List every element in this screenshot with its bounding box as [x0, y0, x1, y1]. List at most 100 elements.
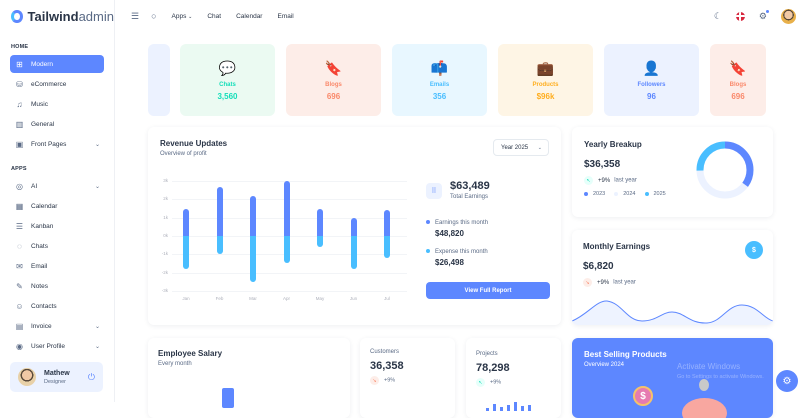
sidebar-item-front-pages[interactable]: ▣ Front Pages ⌄	[10, 135, 104, 153]
front-pages-icon: ▣	[15, 139, 24, 149]
revenue-updates-card: Revenue Updates Overview of profit 3k 2k 1…	[148, 127, 561, 325]
salary-title: Employee Salary	[158, 349, 223, 358]
bar-expense[interactable]	[183, 236, 189, 269]
gridline	[172, 290, 407, 292]
arrow-up-icon: ↖	[476, 378, 485, 387]
stat-label: Blogs	[729, 82, 747, 88]
flag-icon[interactable]	[735, 11, 745, 21]
legend-item: 2025	[644, 191, 666, 197]
total-earnings-value: $63,489	[450, 180, 490, 192]
sidebar-item-music[interactable]: ♫ Music	[10, 95, 104, 113]
sidebar-item-chats[interactable]: ◌ Chats	[10, 237, 104, 255]
stat-card-followers[interactable]: 👤 Followers 96	[604, 44, 699, 116]
legend-dot	[584, 191, 588, 196]
sidebar-item-ecommerce[interactable]: ⛁ eCommerce	[10, 75, 104, 93]
year-select[interactable]: Year 2025 ⌄	[493, 139, 549, 156]
search-icon[interactable]: ○	[151, 11, 157, 21]
total-earnings-label: Total Earnings	[450, 194, 489, 200]
logout-button[interactable]: ⏻	[88, 372, 95, 383]
stat-card-emails[interactable]: 📫 Emails 356	[392, 44, 487, 116]
sidebar-item-contacts[interactable]: ☺ Contacts	[10, 297, 104, 315]
grid-icon: ⠿	[426, 183, 442, 199]
x-tick-label: Mar	[249, 295, 257, 301]
sidebar-item-modern[interactable]: ⊞ Modern	[10, 55, 104, 73]
stat-value: $96k	[536, 92, 555, 101]
bar-earnings[interactable]	[183, 208, 189, 236]
projects-label: Projects	[476, 351, 498, 357]
bar-earnings[interactable]	[350, 217, 357, 236]
sidebar-item-label: Chats	[31, 242, 48, 250]
nav-email[interactable]: Email	[277, 12, 294, 20]
gridline	[172, 217, 407, 219]
stat-card-products[interactable]: 💼 Products $96k	[498, 44, 593, 116]
x-tick-label: Apr	[282, 295, 290, 301]
sidebar-item-label: Notes	[31, 282, 48, 290]
moon-icon[interactable]: ☾	[713, 10, 722, 21]
stat-card-partial[interactable]	[148, 44, 170, 116]
chats-icon: 💬	[218, 60, 237, 76]
stat-value: 696	[731, 92, 745, 101]
stat-card-blogs[interactable]: 🔖 Blogs 696	[286, 44, 381, 116]
stat-card-blogs[interactable]: 🔖 Blogs 696	[710, 44, 766, 116]
bar-expense[interactable]	[317, 236, 323, 247]
gridline	[172, 181, 407, 183]
sidebar-item-ai[interactable]: ◎ AI ⌄	[10, 177, 104, 195]
ai-icon: ◎	[16, 181, 23, 191]
best-selling-title: Best Selling Products	[584, 350, 667, 359]
projects-sparkbars	[486, 401, 546, 411]
x-tick-label: Jun	[349, 295, 358, 301]
x-tick-label: Jul	[384, 295, 390, 301]
settings-fab[interactable]: ⚙	[776, 370, 798, 392]
avatar[interactable]	[781, 8, 796, 24]
products-icon: 💼	[536, 60, 555, 76]
chevron-down-icon: ⌄	[94, 323, 100, 330]
sidebar-item-calendar[interactable]: ▦ Calendar	[10, 197, 104, 215]
bar-earnings[interactable]	[384, 210, 390, 236]
music-icon: ♫	[16, 99, 23, 109]
bar-earnings[interactable]	[250, 195, 256, 236]
view-full-report-button[interactable]: View Full Report	[426, 282, 550, 299]
earnings-dot	[426, 220, 430, 225]
contacts-icon: ☺	[15, 301, 24, 311]
nav-calendar[interactable]: Calendar	[236, 12, 263, 20]
chevron-down-icon: ⌄	[537, 144, 542, 151]
monthly-change-label: last year	[613, 279, 636, 286]
sidebar-item-email[interactable]: ✉ Email	[10, 257, 104, 275]
sidebar-item-label: eCommerce	[31, 80, 67, 88]
stat-card-chats[interactable]: 💬 Chats 3,560	[180, 44, 275, 116]
bar-expense[interactable]	[250, 236, 256, 282]
bar-expense[interactable]	[216, 236, 223, 255]
watermark-title: Activate Windows	[677, 362, 741, 371]
avatar[interactable]	[18, 368, 36, 386]
legend-item: 2023	[584, 191, 605, 197]
customers-label: Customers	[370, 349, 400, 355]
sidebar-item-invoice[interactable]: ▤ Invoice ⌄	[10, 317, 104, 335]
falling-coin-icon	[699, 379, 709, 391]
bar-expense[interactable]	[350, 236, 357, 269]
sidebar-item-notes[interactable]: ✎ Notes	[10, 277, 104, 295]
stat-value: 696	[326, 92, 341, 101]
main-content: 💬 Chats 3,560 🔖 Blogs 696 📫 Emails 356 💼 Pr…	[115, 32, 806, 418]
sidebar-item-kanban[interactable]: ☰ Kanban	[10, 217, 104, 235]
y-tick-label: 2k	[163, 196, 168, 202]
bell-icon[interactable]: ⚙	[758, 9, 769, 21]
chevron-down-icon: ⌄	[94, 183, 100, 190]
sidebar-item-label: Music	[31, 100, 48, 108]
sidebar-item-label: User Profile	[31, 342, 65, 350]
bar-earnings[interactable]	[216, 186, 223, 236]
sidebar-item-user-profile[interactable]: ◉ User Profile ⌄	[10, 337, 104, 355]
stat-label: Chats	[219, 82, 236, 88]
bar-expense[interactable]	[283, 236, 290, 264]
x-tick-label: Jan	[182, 295, 190, 301]
brand-logo[interactable]: Tailwindadmin	[0, 0, 114, 32]
sidebar-item-label: Kanban	[31, 222, 54, 230]
nav-chat[interactable]: Chat	[207, 12, 222, 20]
sidebar-item-general[interactable]: ▥ General	[10, 115, 104, 133]
user-profile-icon: ◉	[16, 341, 23, 351]
y-tick-label: 1k	[163, 214, 168, 220]
nav-apps[interactable]: Apps ⌄	[171, 12, 193, 20]
bar-expense[interactable]	[384, 236, 390, 258]
bar-earnings[interactable]	[317, 208, 323, 236]
bar-earnings[interactable]	[283, 181, 290, 236]
menu-icon[interactable]: ☰	[131, 10, 140, 21]
